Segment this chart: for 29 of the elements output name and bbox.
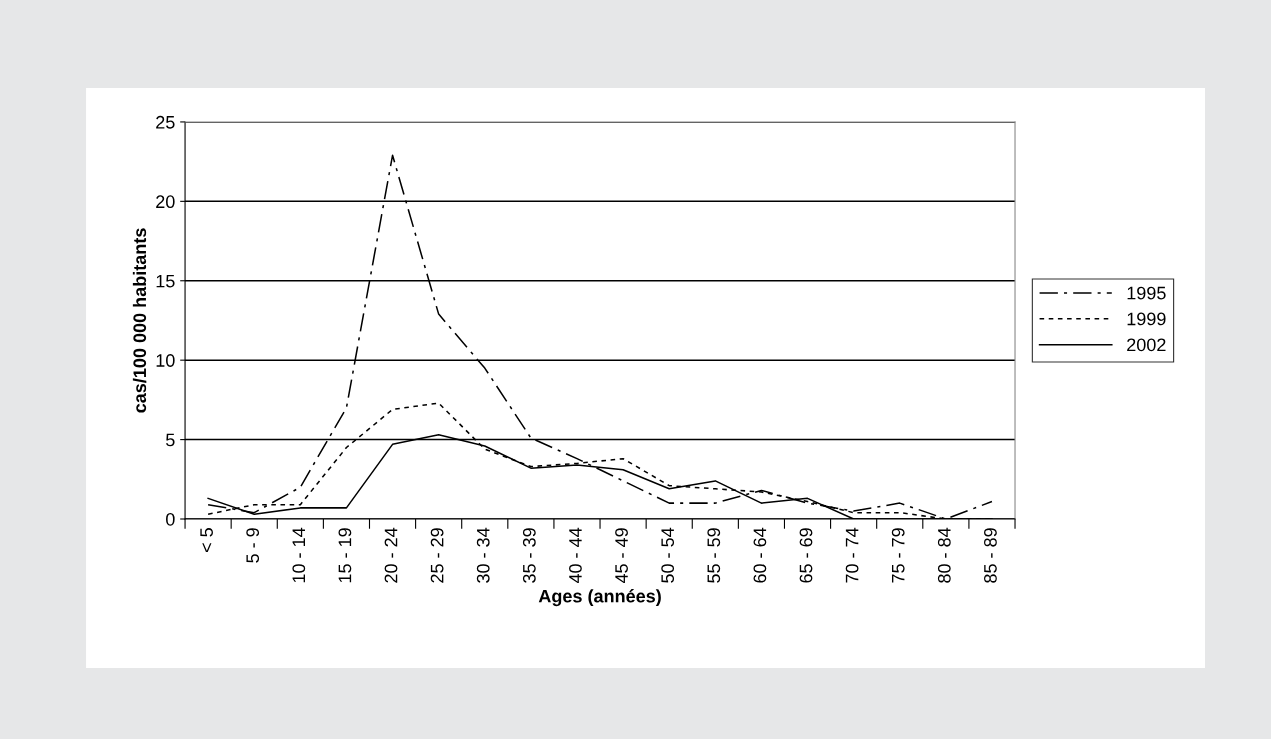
- x-tick-label: 85 - 89: [984, 528, 997, 583]
- x-tick-label: 25 - 29: [430, 528, 444, 583]
- x-axis-title: Ages (années): [538, 589, 661, 607]
- y-tick-label: 25: [156, 115, 175, 129]
- x-tick-label: 55 - 59: [707, 528, 721, 583]
- x-tick-label: 70 - 74: [845, 527, 859, 583]
- x-tick-label: 5 - 9: [246, 528, 260, 563]
- y-tick-label: 15: [156, 274, 175, 288]
- x-tick-label: 10 - 14: [292, 527, 306, 583]
- x-tick-label: 15 - 19: [338, 528, 352, 583]
- x-tick-label: 60 - 64: [753, 527, 767, 583]
- legend-label: 1995: [1127, 286, 1166, 300]
- x-tick-label: 75 - 79: [891, 528, 905, 583]
- x-tick-label: 50 - 54: [661, 527, 675, 583]
- x-tick-label: 65 - 69: [799, 528, 813, 583]
- y-tick-label: 5: [166, 433, 175, 447]
- x-tick-label: 45 - 49: [615, 528, 628, 584]
- legend-label: 2002: [1127, 338, 1166, 352]
- legend-label: 1999: [1127, 312, 1166, 326]
- y-tick-label: 20: [156, 195, 175, 209]
- x-tick-label: < 5: [200, 528, 213, 553]
- x-tick-label: 20 - 24: [384, 527, 398, 583]
- x-tick-label: 35 - 39: [522, 528, 536, 583]
- y-tick-label: 10: [156, 354, 175, 367]
- x-tick-label: 80 - 84: [937, 527, 951, 583]
- y-tick-label: 0: [166, 512, 175, 526]
- x-tick-label: 30 - 34: [476, 527, 490, 583]
- y-axis-title: cas/100 000 habitants: [132, 228, 147, 413]
- x-tick-label: 40 - 44: [569, 527, 582, 584]
